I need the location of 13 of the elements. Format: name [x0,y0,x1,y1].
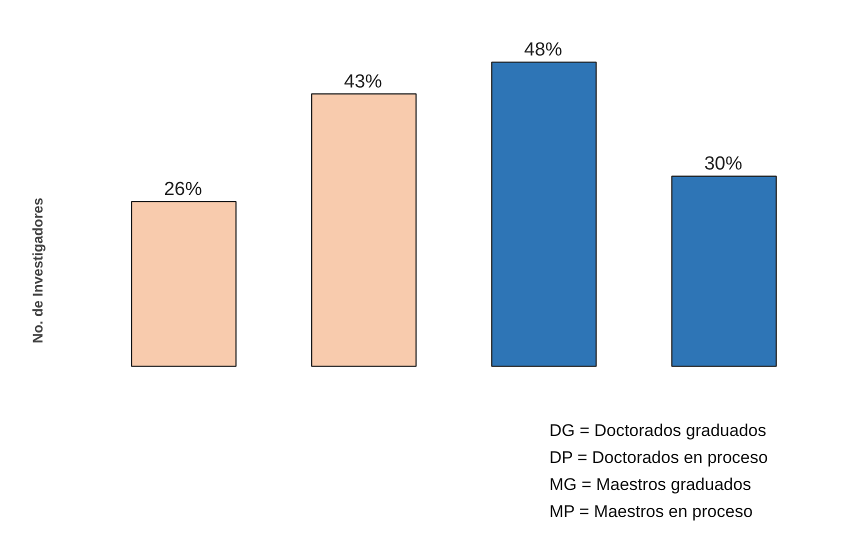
data-label: 43% [344,71,382,92]
data-label: 48% [524,40,562,61]
text: MG = Maestros graduados [549,475,752,494]
data-label: 26% [164,179,202,200]
y-axis-title: No. de Investigadores [30,198,46,344]
text: MP = Maestros en proceso [549,502,753,521]
bar [130,200,237,367]
text: DG = Doctorados graduados [549,421,766,440]
bar [491,62,597,367]
data-label: 30% [704,154,742,175]
bar [311,93,417,367]
text: DP = Doctorados en proceso [549,448,768,467]
bar [671,176,777,367]
